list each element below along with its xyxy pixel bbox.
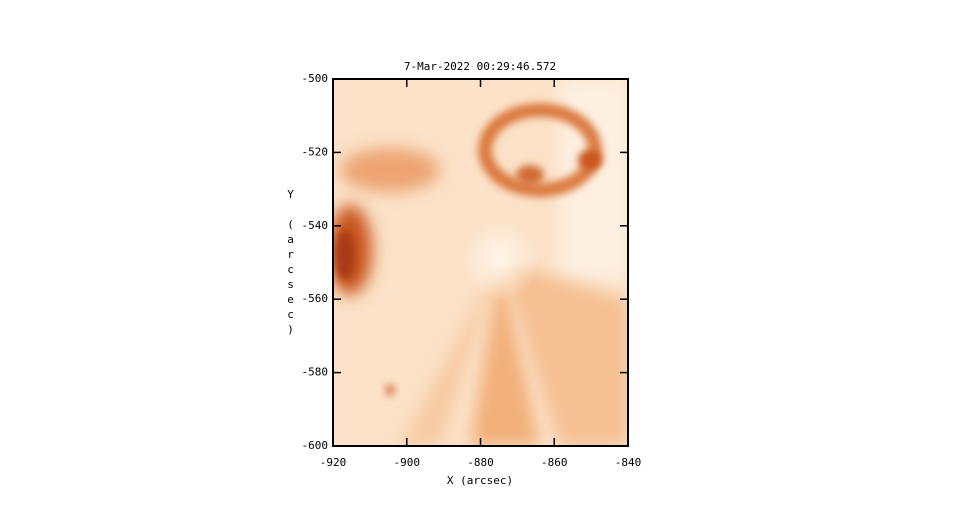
x-tick-label: -840 xyxy=(615,456,642,469)
y-tick-label: -580 xyxy=(302,366,329,379)
x-axis-label: X (arcsec) xyxy=(447,474,513,487)
y-tick-label: -500 xyxy=(302,72,329,85)
y-tick-label: -540 xyxy=(302,219,329,232)
solar-image xyxy=(333,79,628,446)
y-axis-label: Y (arcsec) xyxy=(284,188,297,338)
y-tick-label: -600 xyxy=(302,439,329,452)
x-tick-label: -860 xyxy=(541,456,568,469)
x-tick-label: -900 xyxy=(394,456,421,469)
y-tick-label: -520 xyxy=(302,145,329,158)
chart-title: 7-Mar-2022 00:29:46.572 xyxy=(404,60,556,73)
x-tick-label: -880 xyxy=(467,456,494,469)
y-tick-label: -560 xyxy=(302,292,329,305)
x-tick-label: -920 xyxy=(320,456,347,469)
